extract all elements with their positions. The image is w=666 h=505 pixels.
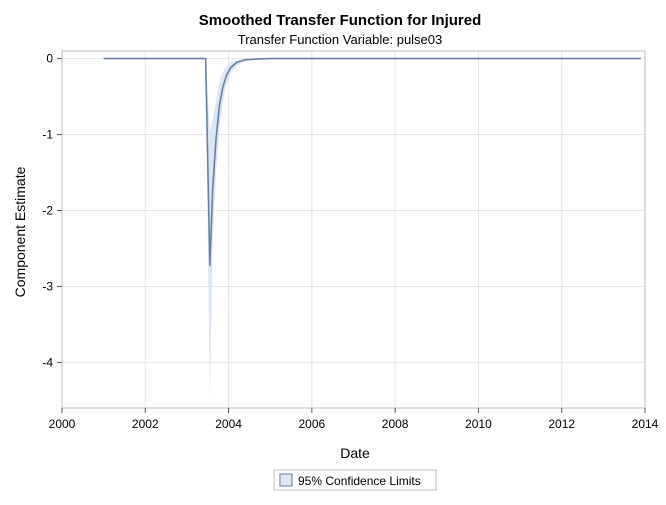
x-tick-label: 2014	[632, 417, 659, 431]
y-tick-label: -4	[42, 355, 53, 369]
x-tick-label: 2004	[215, 417, 242, 431]
confidence-band	[103, 58, 641, 401]
x-tick-label: 2000	[49, 417, 76, 431]
x-tick-label: 2008	[382, 417, 409, 431]
y-tick-label: -3	[42, 279, 53, 293]
estimate-line-layer	[103, 57, 641, 267]
y-axis-ticks: 0 -1 -2 -3 -4	[42, 52, 62, 369]
x-tick-label: 2006	[299, 417, 326, 431]
plot-frame	[61, 50, 646, 409]
legend-box	[273, 469, 437, 491]
y-tick-label: -1	[42, 128, 53, 142]
chart-title: Smoothed Transfer Function for Injured	[199, 12, 482, 29]
y-axis-label: Component Estimate	[12, 166, 28, 297]
x-axis-label: Date	[340, 445, 370, 461]
x-axis-ticks: 2000 2002 2004 2006 2008 2010 2012 2014	[49, 408, 659, 431]
chart-subtitle: Transfer Function Variable: pulse03	[238, 32, 443, 47]
legend-label-confidence: 95% Confidence Limits	[298, 474, 421, 488]
grid-lines	[61, 51, 646, 408]
confidence-band-layer	[103, 58, 641, 401]
legend: 95% Confidence Limits	[273, 469, 437, 491]
x-tick-label: 2002	[132, 417, 159, 431]
y-tick-label: -2	[42, 204, 53, 218]
legend-swatch-confidence	[279, 473, 293, 487]
x-tick-label: 2012	[548, 417, 575, 431]
x-tick-label: 2010	[465, 417, 492, 431]
y-tick-label: 0	[46, 52, 53, 66]
estimate-line	[103, 57, 641, 267]
